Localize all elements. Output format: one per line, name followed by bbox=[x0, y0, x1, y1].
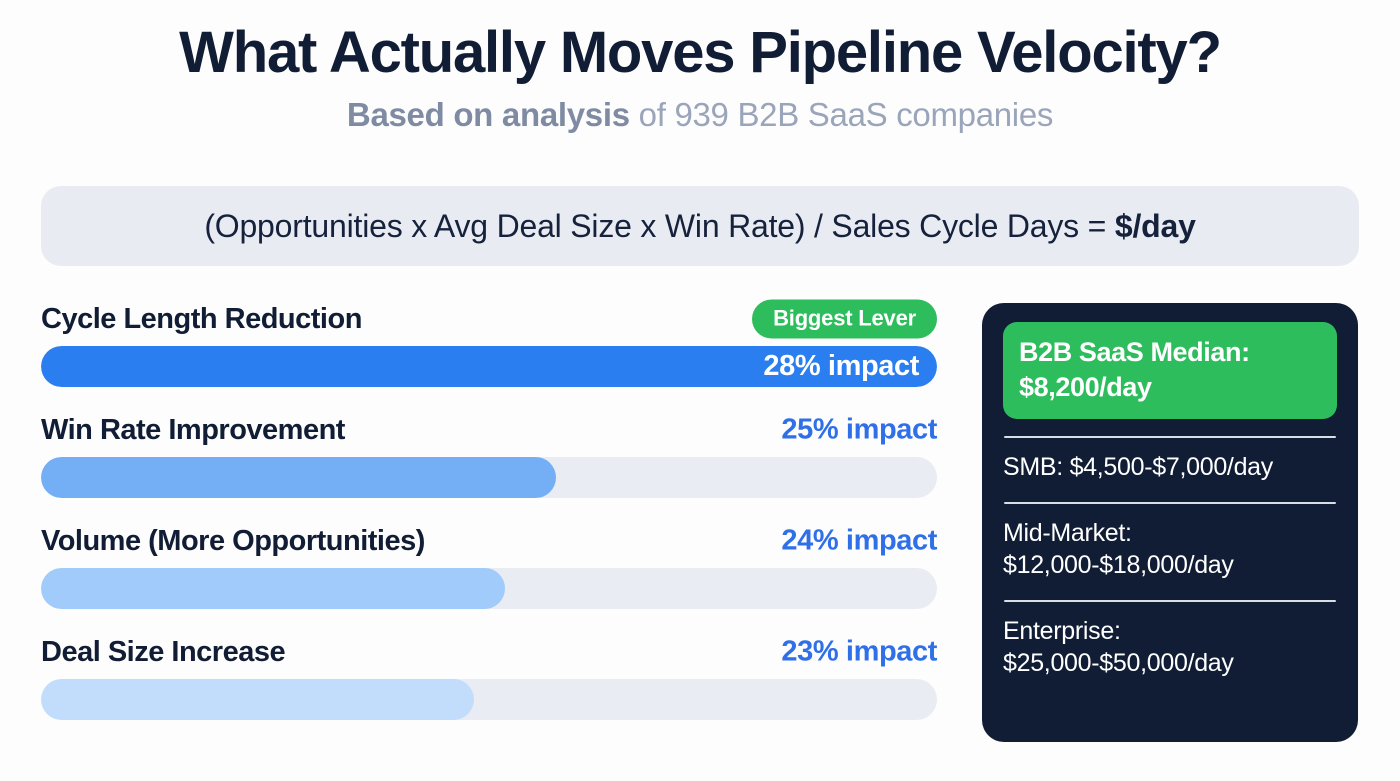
driver-label: Win Rate Improvement bbox=[41, 413, 345, 446]
driver-impact-value: 24% impact bbox=[781, 524, 937, 557]
driver-bar-track bbox=[41, 457, 937, 498]
biggest-lever-badge: Biggest Lever bbox=[752, 299, 937, 339]
driver-bar-fill: 28% impact bbox=[41, 346, 937, 387]
driver-impact-value: 28% impact bbox=[763, 350, 919, 382]
header: What Actually Moves Pipeline Velocity? B… bbox=[0, 0, 1400, 133]
driver-label: Volume (More Opportunities) bbox=[41, 524, 425, 557]
driver-impact-value: 25% impact bbox=[781, 413, 937, 446]
driver-header: Cycle Length Reduction Biggest Lever bbox=[41, 296, 937, 342]
driver-bar-fill bbox=[41, 679, 474, 720]
driver-row-volume-more-opportunities: Volume (More Opportunities) 24% impact bbox=[41, 518, 937, 609]
driver-bar-track bbox=[41, 568, 937, 609]
formula-bar: (Opportunities x Avg Deal Size x Win Rat… bbox=[41, 186, 1359, 266]
formula-text: (Opportunities x Avg Deal Size x Win Rat… bbox=[204, 207, 1196, 245]
driver-label: Cycle Length Reduction bbox=[41, 302, 362, 335]
driver-row-cycle-length-reduction: Cycle Length Reduction Biggest Lever 28%… bbox=[41, 296, 937, 387]
tier-row-mid-market: Mid-Market: $12,000-$18,000/day bbox=[1003, 504, 1337, 583]
tier-row-smb: SMB: $4,500-$7,000/day bbox=[1003, 438, 1337, 485]
median-badge-label: B2B SaaS Median: $8,200/day bbox=[1019, 337, 1250, 402]
median-badge: B2B SaaS Median: $8,200/day bbox=[1003, 322, 1337, 420]
driver-header: Win Rate Improvement 25% impact bbox=[41, 407, 937, 453]
subtitle-rest: of 939 B2B SaaS companies bbox=[629, 95, 1054, 133]
driver-bar-fill bbox=[41, 457, 557, 498]
formula-expression: (Opportunities x Avg Deal Size x Win Rat… bbox=[204, 207, 1115, 244]
driver-label: Deal Size Increase bbox=[41, 635, 286, 668]
tier-label: SMB: $4,500-$7,000/day bbox=[1003, 453, 1273, 482]
subtitle: Based on analysis of 939 B2B SaaS compan… bbox=[0, 95, 1400, 133]
card-divider bbox=[1004, 436, 1336, 439]
benchmark-card: B2B SaaS Median: $8,200/day SMB: $4,500-… bbox=[982, 303, 1358, 742]
tier-row-enterprise: Enterprise: $25,000-$50,000/day bbox=[1003, 602, 1337, 681]
driver-row-deal-size-increase: Deal Size Increase 23% impact bbox=[41, 629, 937, 720]
main-content: Cycle Length Reduction Biggest Lever 28%… bbox=[0, 296, 1400, 766]
driver-bars-list: Cycle Length Reduction Biggest Lever 28%… bbox=[41, 296, 937, 720]
formula-result: $/day bbox=[1114, 207, 1196, 244]
driver-bar-track bbox=[41, 679, 937, 720]
tier-label: Enterprise: $25,000-$50,000/day bbox=[1003, 616, 1234, 678]
card-divider bbox=[1004, 501, 1336, 504]
card-divider bbox=[1004, 599, 1336, 602]
driver-row-win-rate-improvement: Win Rate Improvement 25% impact bbox=[41, 407, 937, 498]
driver-bar-fill bbox=[41, 568, 506, 609]
driver-header: Volume (More Opportunities) 24% impact bbox=[41, 518, 937, 564]
page-title: What Actually Moves Pipeline Velocity? bbox=[179, 20, 1222, 85]
driver-bar-track: 28% impact bbox=[41, 346, 937, 387]
subtitle-strong: Based on analysis bbox=[346, 95, 630, 133]
tier-label: Mid-Market: $12,000-$18,000/day bbox=[1003, 518, 1234, 580]
driver-header: Deal Size Increase 23% impact bbox=[41, 629, 937, 675]
driver-impact-value: 23% impact bbox=[781, 635, 937, 668]
